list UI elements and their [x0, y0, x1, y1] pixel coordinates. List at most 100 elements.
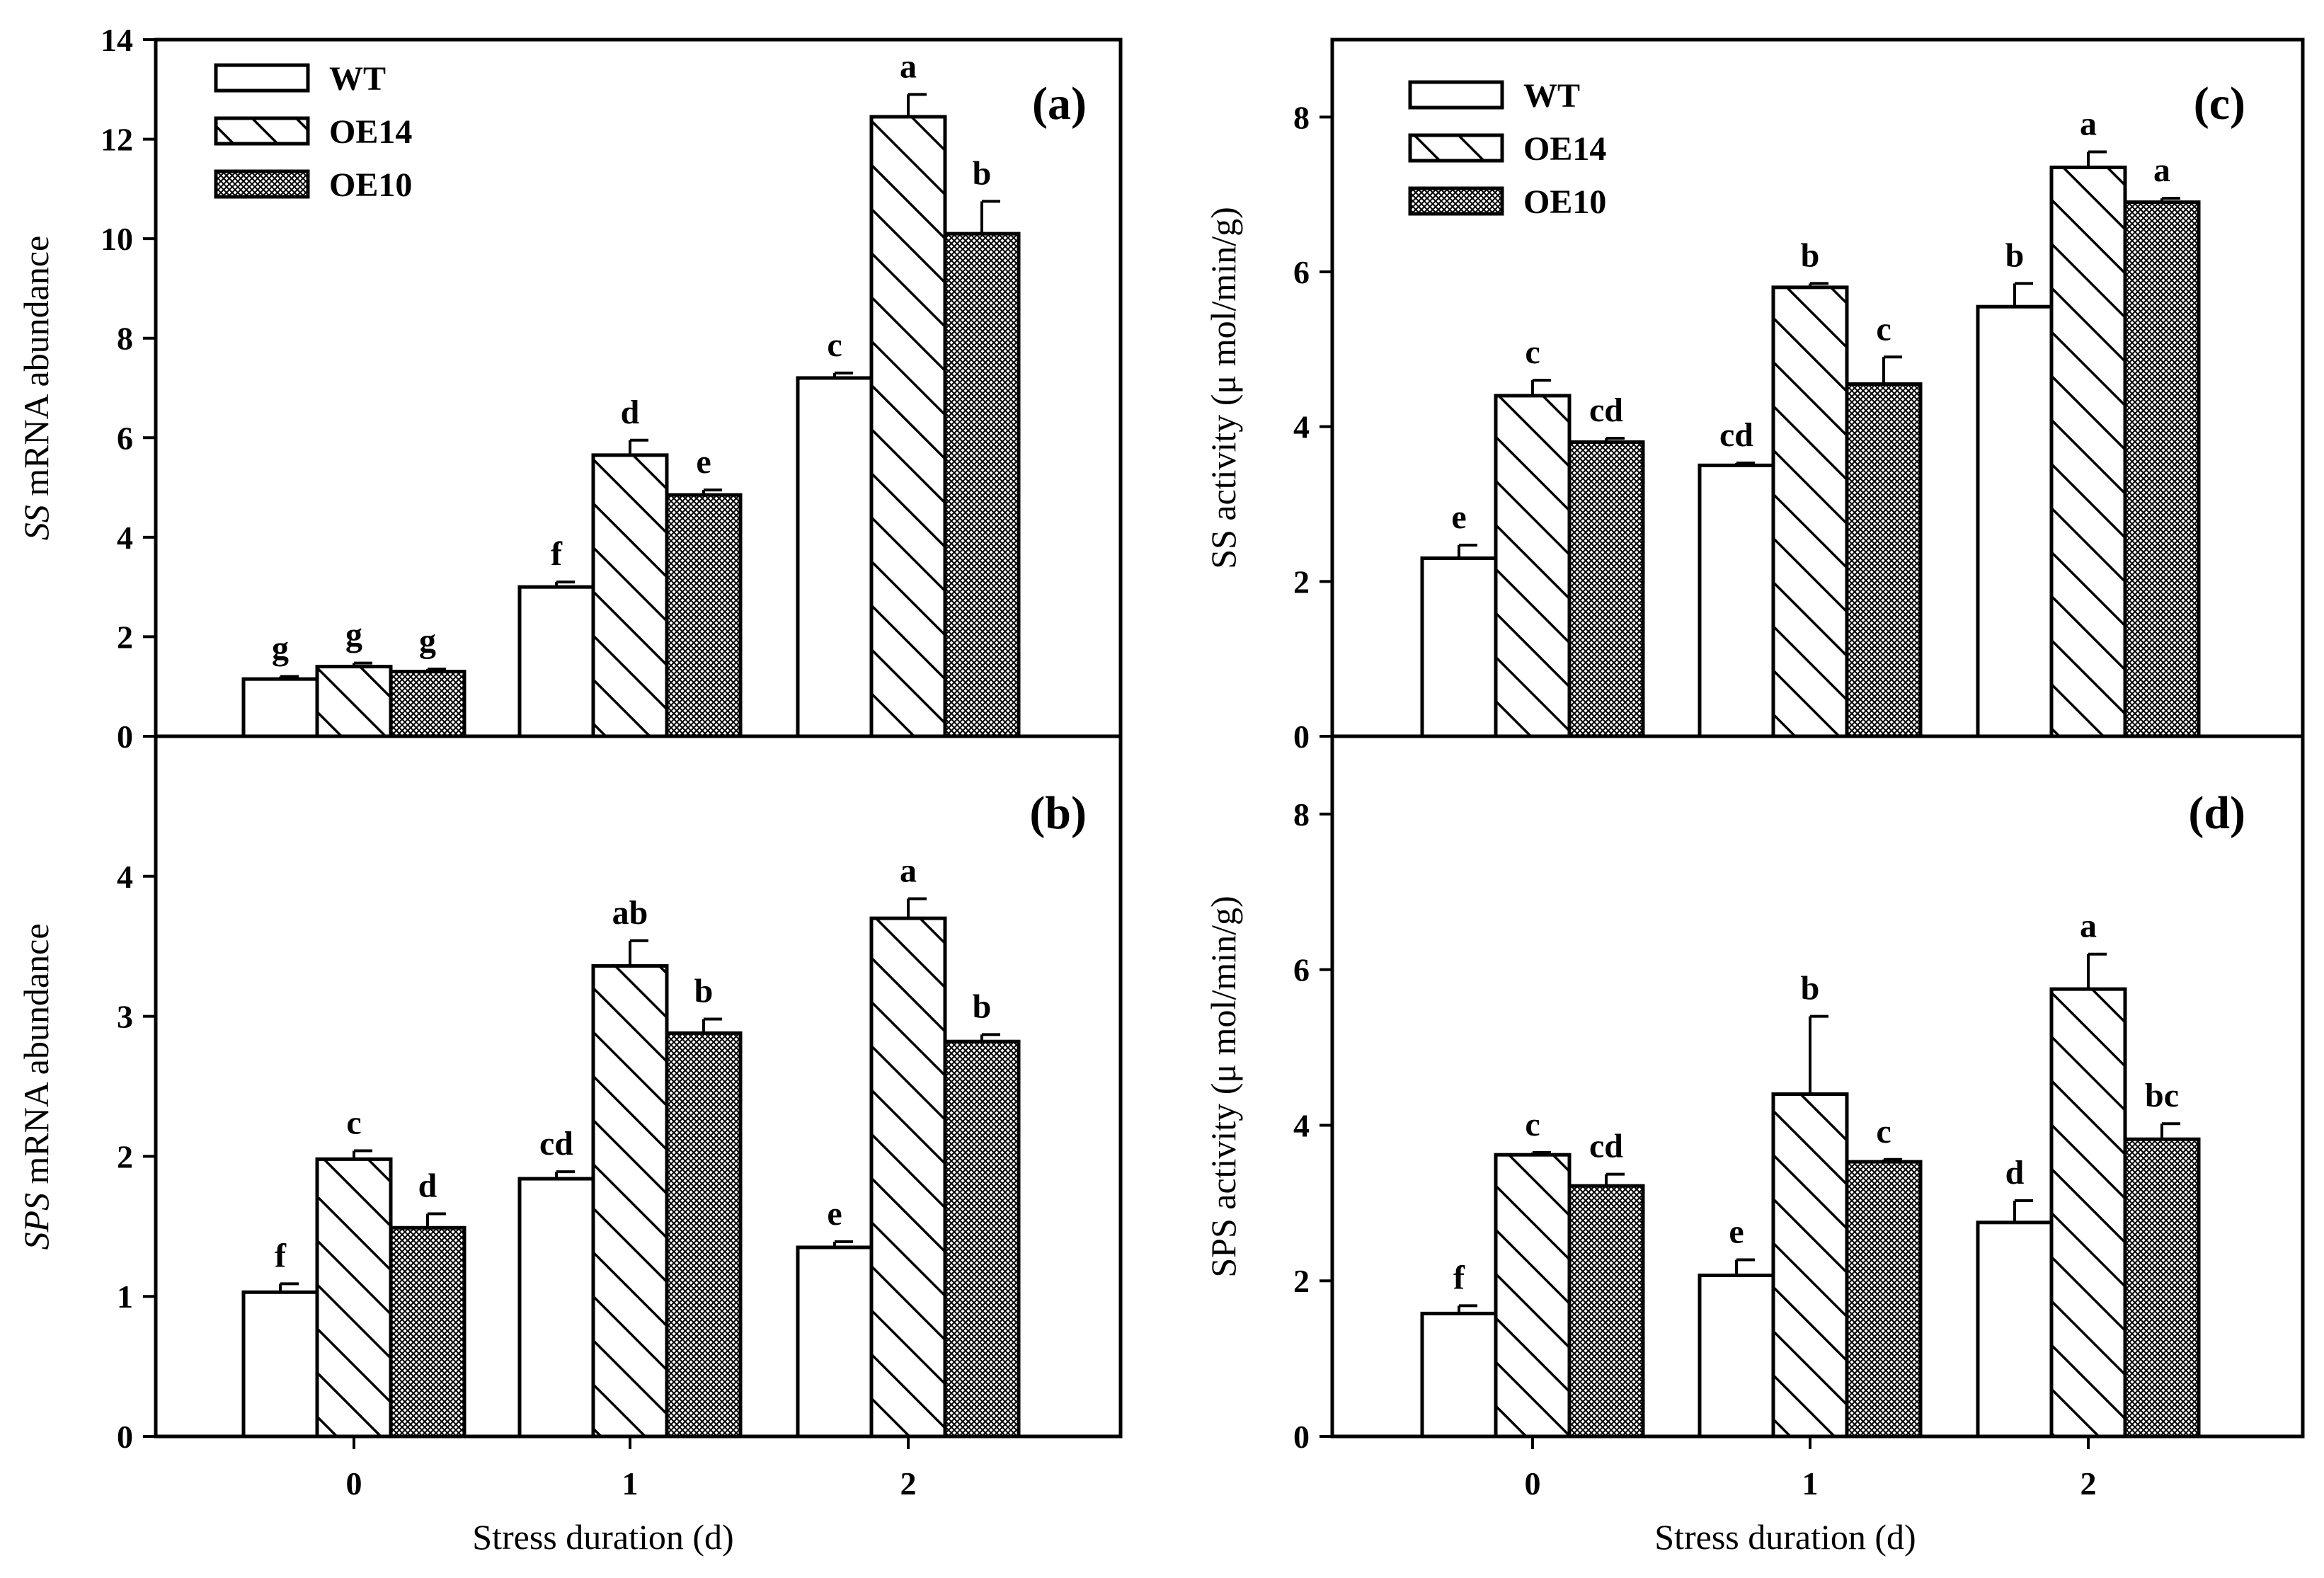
y-tick-label: 2: [1293, 564, 1310, 600]
y-tick-label: 0: [1293, 719, 1310, 755]
x-tick-label: 0: [346, 1465, 362, 1502]
x-tick-label: 1: [622, 1465, 639, 1502]
legend-label: OE14: [1523, 130, 1606, 168]
significance-letter: d: [418, 1167, 437, 1204]
y-axis-label: SS mRNA abundance: [16, 236, 56, 540]
panel-d: 0 2 4 6 8 0 1 2 f e d c b a cd c bc (d) SPS activity (μ mo…: [1203, 734, 2305, 1502]
legend-swatch-oe14: [214, 116, 310, 146]
x-axis-label-left: Stress duration (d): [472, 1517, 733, 1557]
bar-wt: [1698, 1274, 1775, 1439]
bar-oe14: [315, 1157, 393, 1439]
y-axis-label: SS activity (μ mol/min/g): [1203, 207, 1243, 569]
significance-letter: f: [1453, 1259, 1465, 1296]
significance-letter: b: [1801, 236, 1820, 274]
bar-wt: [517, 1177, 595, 1439]
y-tick-label: 2: [117, 619, 133, 655]
bar-wt: [1976, 1220, 2054, 1439]
bar-oe14: [2049, 987, 2127, 1439]
y-tick-label: 8: [1293, 796, 1310, 833]
panel-label: (d): [2188, 787, 2245, 839]
y-axis-label-text: SS activity (μ mol/min/g): [1203, 207, 1243, 569]
bar-oe10: [665, 1031, 743, 1439]
bar-oe14: [869, 115, 947, 738]
legend-label: OE10: [1523, 183, 1606, 221]
bar-oe14: [315, 665, 393, 738]
bar-wt: [517, 585, 595, 738]
x-tick-label: 2: [900, 1465, 917, 1502]
significance-letter: b: [694, 973, 714, 1010]
y-tick-label: 10: [101, 221, 133, 257]
y-tick-label: 1: [117, 1279, 133, 1315]
y-tick-label: 8: [1293, 99, 1310, 135]
significance-letter: f: [551, 535, 563, 573]
y-axis-label: SPS mRNA abundance: [16, 923, 56, 1250]
bar-oe10: [389, 1225, 466, 1439]
legend-swatch-wt: [1408, 80, 1504, 110]
y-axis-label-text: mRNA abundance: [16, 923, 56, 1192]
bar-wt: [1420, 556, 1498, 738]
bar-oe10: [1567, 1184, 1645, 1439]
y-tick-label: 6: [1293, 254, 1310, 290]
significance-letter: b: [1801, 970, 1820, 1007]
y-axis-label-gene: SS: [16, 505, 56, 540]
y-tick-label: 2: [117, 1138, 133, 1174]
significance-letter: e: [1729, 1213, 1744, 1251]
significance-letter: d: [2005, 1154, 2025, 1191]
bar-wt: [241, 1290, 319, 1439]
y-tick-label: 4: [117, 520, 133, 556]
panel-label: (c): [2194, 78, 2245, 130]
y-axis-label-gene: SPS: [16, 1193, 56, 1250]
significance-letter: ab: [612, 894, 648, 932]
y-tick-label: 3: [117, 999, 133, 1035]
bar-oe14: [591, 964, 669, 1439]
significance-letter: g: [345, 617, 362, 654]
significance-letter: g: [272, 630, 289, 668]
y-tick-label: 4: [1293, 409, 1310, 445]
y-tick-label: 14: [101, 22, 133, 58]
significance-letter: c: [1525, 333, 1540, 371]
y-tick-label: 0: [1293, 1419, 1310, 1455]
panel-c: 0 2 4 6 8 e cd b c b a cd c a (c) SS activity (μ mol/mi…: [1203, 38, 2305, 755]
panel-label: (a): [1032, 78, 1087, 130]
legend-swatch-oe10: [1408, 186, 1504, 216]
legend: WT OE14 OE10: [214, 60, 412, 204]
significance-letter: c: [1876, 1113, 1891, 1150]
y-axis-label-text: SPS activity (μ mol/min/g): [1203, 896, 1243, 1277]
x-tick-label: 2: [2080, 1465, 2097, 1502]
bar-oe14: [591, 453, 669, 738]
y-tick-label: 12: [101, 122, 133, 158]
legend-label: OE14: [329, 113, 412, 151]
bar-oe14: [1494, 1153, 1572, 1439]
legend-swatch-oe14: [1408, 133, 1504, 163]
bar-oe10: [1567, 440, 1645, 738]
y-tick-label: 0: [117, 719, 133, 755]
legend-label: WT: [1523, 77, 1580, 115]
panel-b: 0 1 2 3 4 0 1 2 f cd e c ab a d b b (b) SPS mRNA abundance: [16, 734, 1123, 1502]
legend-swatch-oe10: [214, 169, 310, 199]
significance-letter: a: [2080, 105, 2097, 143]
bar-wt: [1698, 463, 1775, 738]
bar-oe14: [2049, 165, 2127, 738]
y-tick-label: 2: [1293, 1263, 1310, 1299]
x-axis-label-right: Stress duration (d): [1654, 1517, 1916, 1557]
significance-letter: c: [827, 326, 842, 364]
panel-label: (b): [1029, 787, 1087, 839]
significance-letter: b: [2005, 236, 2025, 274]
legend-swatch-wt: [214, 63, 310, 93]
x-tick-label: 0: [1525, 1465, 1541, 1502]
bar-oe10: [943, 231, 1021, 738]
bar-wt: [1976, 304, 2054, 738]
significance-letter: d: [621, 394, 640, 431]
bar-oe10: [2123, 1137, 2201, 1439]
significance-letter: cd: [1589, 391, 1623, 429]
significance-letter: a: [2153, 151, 2170, 189]
legend: WT OE14 OE10: [1408, 77, 1606, 221]
bar-wt: [241, 677, 319, 738]
significance-letter: b: [973, 154, 992, 192]
significance-letter: c: [1876, 310, 1891, 348]
significance-letter: bc: [2145, 1077, 2179, 1114]
bar-oe14: [1771, 285, 1849, 738]
significance-letter: cd: [1719, 416, 1753, 454]
y-tick-label: 4: [1293, 1107, 1310, 1143]
